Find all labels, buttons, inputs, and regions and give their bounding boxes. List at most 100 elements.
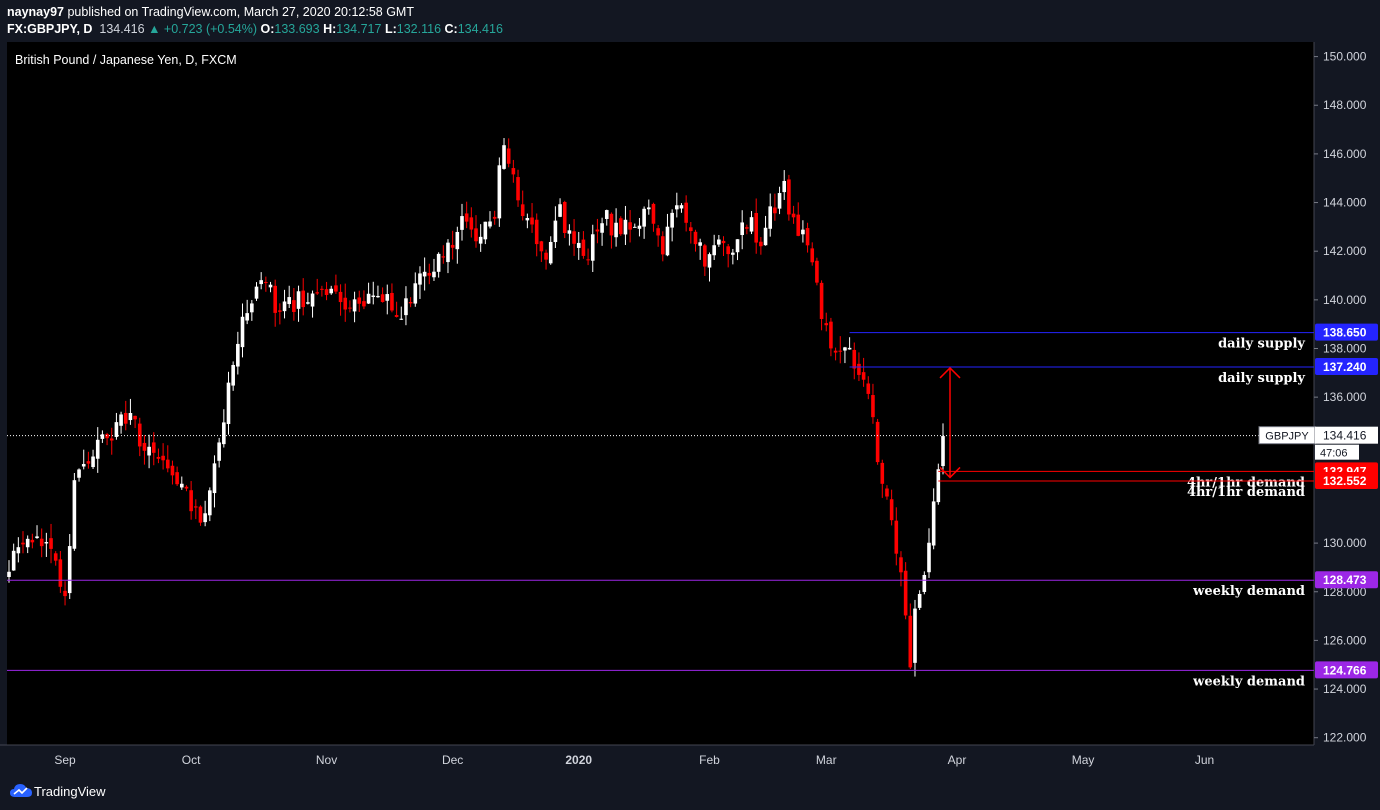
high-value: 134.717 xyxy=(336,22,382,36)
candle-body xyxy=(857,363,861,375)
candle-body xyxy=(151,442,156,453)
candle-body xyxy=(86,461,91,464)
level-tag-label: 138.650 xyxy=(1323,326,1367,340)
candle-body xyxy=(11,550,16,571)
level-tag xyxy=(1315,661,1378,679)
candle-body xyxy=(777,193,782,209)
quote-line: FX:GBPJPY, D 134.416 ▲ +0.723 (+0.54%) O… xyxy=(7,22,503,36)
candle-body xyxy=(618,218,623,235)
candle-body xyxy=(894,520,899,554)
candle-body xyxy=(460,216,464,230)
candle-body xyxy=(179,483,184,488)
candle-body xyxy=(446,242,450,263)
candle-body xyxy=(903,570,908,616)
candle-body xyxy=(609,213,614,236)
candle-body xyxy=(488,221,492,227)
candle-body xyxy=(707,254,712,268)
level-tag-label: 137.240 xyxy=(1323,360,1367,374)
candle-body xyxy=(880,462,885,484)
last-price-tag-label: 134.416 xyxy=(1323,429,1367,443)
candle-body xyxy=(773,207,777,214)
x-tick-label: Oct xyxy=(182,753,201,767)
candle-body xyxy=(595,229,600,232)
price-change: ▲ +0.723 (+0.54%) xyxy=(148,22,258,36)
candle-body xyxy=(310,293,315,307)
candle-body xyxy=(684,202,688,223)
candle-body xyxy=(264,282,268,284)
candle-body xyxy=(567,230,572,234)
candle-body xyxy=(16,547,21,554)
x-tick-label: Sep xyxy=(54,753,76,767)
candle-body xyxy=(838,350,843,352)
candle-body xyxy=(222,422,226,445)
candle-body xyxy=(189,490,193,512)
candle-body xyxy=(661,236,665,255)
candle-body xyxy=(380,294,385,302)
candle-body xyxy=(889,499,894,521)
candle-body xyxy=(49,538,53,549)
countdown-tag-label: 47:06 xyxy=(1320,448,1348,460)
candle-body xyxy=(642,208,646,227)
candle-body xyxy=(324,289,329,295)
candle-body xyxy=(427,273,432,276)
candle-body xyxy=(245,313,249,321)
level-label: 4hr/1hr demand xyxy=(1187,485,1305,500)
candle-body xyxy=(749,217,754,232)
candle-body xyxy=(843,347,847,351)
candle-body xyxy=(390,292,394,311)
candle-body xyxy=(165,459,170,469)
candle-body xyxy=(787,179,791,215)
candle-body xyxy=(899,557,903,573)
candle-body xyxy=(109,438,114,441)
author-name[interactable]: naynay97 xyxy=(7,5,64,19)
candle-body xyxy=(590,234,595,261)
tradingview-brand[interactable]: TradingView xyxy=(34,784,106,799)
header: naynay97 published on TradingView.com, M… xyxy=(0,0,1380,42)
candle-body xyxy=(875,421,880,463)
open-label: O: xyxy=(260,22,275,36)
candle-body xyxy=(763,227,768,246)
candle-body xyxy=(366,293,371,304)
last-price-tag xyxy=(1315,426,1378,444)
candle-body xyxy=(782,180,787,193)
y-tick-label: 142.000 xyxy=(1323,244,1367,258)
candle-body xyxy=(357,297,362,304)
chart-container[interactable]: 150.000 148.000 146.000 144.000 142.000 140.0… xyxy=(0,42,1380,774)
candle-body xyxy=(100,434,105,439)
candle-body xyxy=(39,538,44,547)
candle-body xyxy=(95,439,100,459)
candle-body xyxy=(759,241,763,247)
candle-body xyxy=(885,488,889,497)
candle-body xyxy=(212,463,217,494)
candle-body xyxy=(123,412,128,424)
candle-body xyxy=(646,207,651,210)
candle-body xyxy=(114,422,119,437)
candle-body xyxy=(156,456,161,459)
candle-body xyxy=(740,222,744,236)
candle-body xyxy=(287,297,291,305)
candle-body xyxy=(614,222,618,238)
candle-body xyxy=(21,542,25,545)
candle-body xyxy=(137,423,142,447)
candle-body xyxy=(698,242,702,246)
candle-body xyxy=(67,546,72,594)
candle-body xyxy=(30,539,35,543)
candle-body xyxy=(829,321,833,349)
level-tag xyxy=(1315,472,1378,490)
candle-body xyxy=(637,225,642,229)
candle-body xyxy=(805,228,810,246)
candle-body xyxy=(703,245,707,267)
candle-body xyxy=(413,283,418,304)
candle-body xyxy=(656,228,660,236)
candle-body xyxy=(861,372,866,380)
y-tick-label: 144.000 xyxy=(1323,196,1367,210)
x-tick-label: Nov xyxy=(316,753,337,767)
low-value: 132.116 xyxy=(396,22,442,36)
candle-body xyxy=(226,382,231,425)
tradingview-cloud-icon[interactable] xyxy=(10,783,32,799)
candle-body xyxy=(665,226,670,256)
last-price: 134.416 xyxy=(99,22,145,36)
price-chart[interactable]: 150.000 148.000 146.000 144.000 142.000 140.0… xyxy=(0,42,1380,774)
candle-body xyxy=(632,226,637,228)
low-label: L: xyxy=(384,22,397,36)
